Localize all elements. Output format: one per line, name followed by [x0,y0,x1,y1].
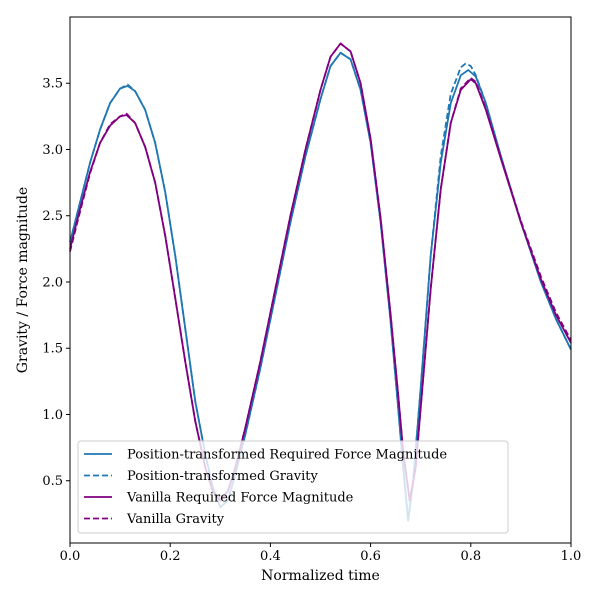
legend-label-3: Vanilla Gravity [126,512,225,527]
y-axis-label: Gravity / Force magnitude [15,187,31,373]
series-line-1 [69,51,572,522]
x-tick-label: 0.6 [360,549,381,564]
legend-label-0: Position-transformed Required Force Magn… [127,448,447,463]
y-tick-label: 3.5 [42,77,63,92]
y-ticks: 0.5 1.0 1.5 2.0 2.5 3.0 3.5 [42,77,70,489]
x-tick-label: 0.0 [60,549,81,564]
y-tick-label: 1.5 [42,342,63,357]
plot-frame [69,16,572,544]
y-tick-label: 2.5 [42,209,63,224]
y-tick-label: 1.0 [42,408,63,423]
y-tick-label: 2.0 [42,275,63,290]
x-tick-label: 0.2 [160,549,181,564]
axes [69,16,572,544]
legend-label-2: Vanilla Required Force Magnitude [126,491,354,506]
series-lines [69,42,572,522]
y-tick-label: 0.5 [42,474,63,489]
x-tick-label: 1.0 [561,549,582,564]
y-tick-label: 3.0 [42,143,63,158]
legend: Position-transformed Required Force Magn… [77,440,509,534]
x-axis-label: Normalized time [261,568,380,584]
x-ticks: 0.0 0.2 0.4 0.6 0.8 1.0 [60,543,582,564]
x-tick-label: 0.4 [260,549,281,564]
legend-label-1: Position-transformed Gravity [127,469,318,484]
legend-box [77,440,509,534]
x-tick-label: 0.8 [460,549,481,564]
series-line-3 [69,42,572,502]
